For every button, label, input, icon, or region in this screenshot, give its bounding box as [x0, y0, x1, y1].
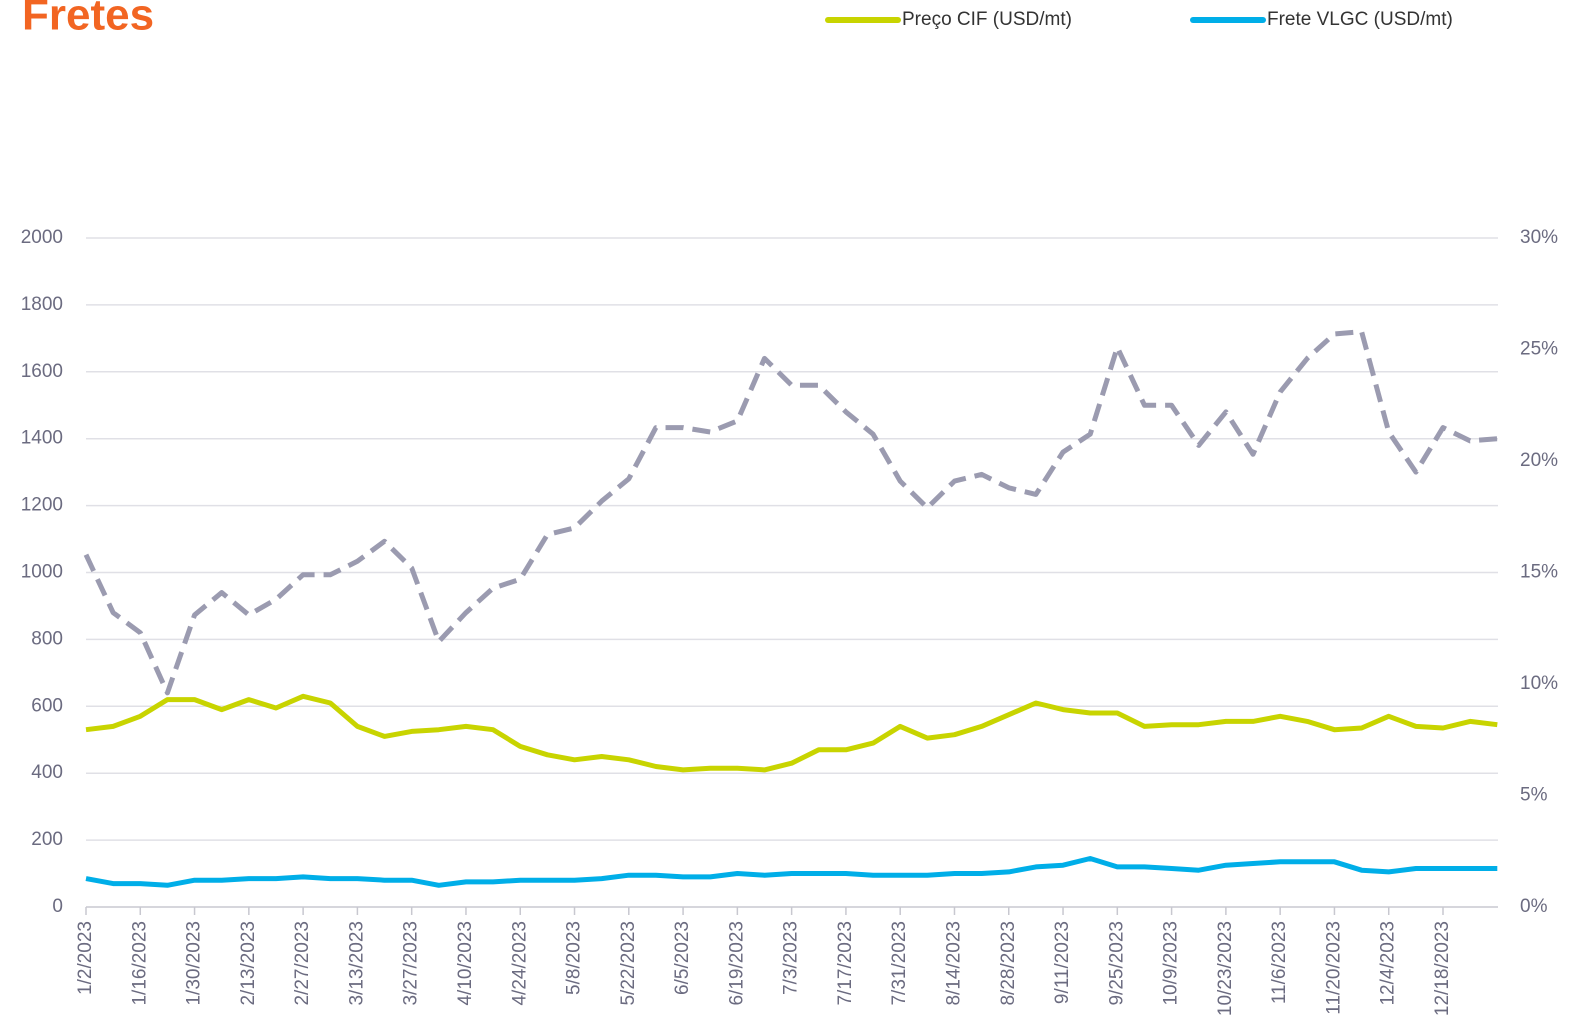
y2-tick-label: 5%	[1520, 785, 1548, 806]
x-tick-label: 7/17/2023	[835, 921, 856, 1006]
y-tick-label: 1600	[21, 361, 63, 382]
x-tick-label: 3/13/2023	[346, 921, 367, 1006]
y2-tick-label: 30%	[1520, 227, 1558, 248]
y-tick-label: 200	[31, 829, 63, 850]
y2-tick-label: 20%	[1520, 450, 1558, 471]
x-tick-label: 6/19/2023	[726, 921, 747, 1006]
y-tick-label: 1200	[21, 495, 63, 516]
x-tick-label: 8/28/2023	[998, 921, 1019, 1006]
x-tick-label: 11/6/2023	[1269, 921, 1290, 1004]
x-tick-label: 10/23/2023	[1215, 921, 1236, 1016]
y-tick-label: 800	[31, 628, 63, 649]
x-tick-label: 4/24/2023	[509, 921, 530, 1006]
x-tick-label: 8/14/2023	[943, 921, 964, 1006]
x-tick-label: 10/9/2023	[1161, 921, 1182, 1006]
y-tick-label: 400	[31, 762, 63, 783]
legend-label: Frete VLGC (USD/mt)	[1267, 9, 1453, 30]
x-tick-label: 7/31/2023	[889, 921, 910, 1006]
x-tick-label: 1/2/2023	[75, 921, 96, 995]
y2-tick-label: 25%	[1520, 339, 1558, 360]
x-tick-label: 5/8/2023	[564, 921, 585, 995]
x-tick-label: 1/30/2023	[184, 921, 205, 1006]
x-tick-label: 9/11/2023	[1052, 921, 1073, 1004]
x-tick-label: 4/10/2023	[455, 921, 476, 1006]
x-tick-label: 11/20/2023	[1323, 921, 1344, 1015]
x-tick-label: 5/22/2023	[618, 921, 639, 1006]
x-tick-label: 12/4/2023	[1378, 921, 1399, 1006]
y-tick-label: 600	[31, 695, 63, 716]
y2-tick-label: 15%	[1520, 562, 1558, 583]
x-tick-label: 2/13/2023	[238, 921, 259, 1006]
x-tick-label: 1/16/2023	[129, 921, 150, 1006]
x-tick-label: 9/25/2023	[1106, 921, 1127, 1006]
y-tick-label: 2000	[21, 227, 63, 248]
y-tick-label: 1000	[21, 562, 63, 583]
x-tick-label: 7/3/2023	[781, 921, 802, 995]
y-tick-label: 1800	[21, 294, 63, 315]
series-line	[85, 693, 1498, 773]
x-tick-label: 3/27/2023	[401, 921, 422, 1006]
x-tick-label: 12/18/2023	[1432, 921, 1453, 1016]
y-tick-label: 0	[52, 896, 63, 917]
x-tick-label: 6/5/2023	[672, 921, 693, 995]
series-line	[85, 856, 1498, 888]
legend-label: Preço CIF (USD/mt)	[902, 9, 1072, 30]
series-line	[83, 329, 1498, 696]
y2-tick-label: 10%	[1520, 673, 1558, 694]
chart-title: Fretes	[22, 0, 154, 40]
x-tick-label: 2/27/2023	[292, 921, 313, 1006]
y2-tick-label: 0%	[1520, 896, 1548, 917]
y-tick-label: 1400	[21, 428, 63, 449]
